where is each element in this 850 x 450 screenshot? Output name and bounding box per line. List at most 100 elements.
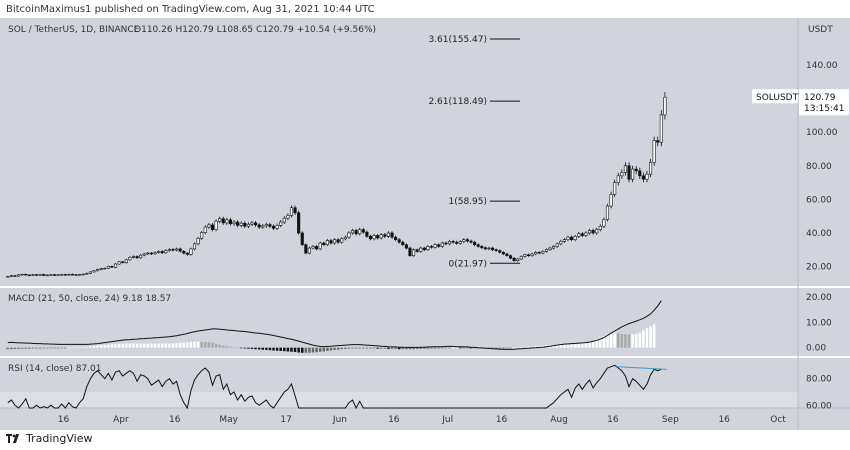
candle[interactable]	[483, 247, 487, 250]
candle[interactable]	[135, 256, 139, 259]
candle[interactable]	[315, 246, 319, 250]
candle[interactable]	[189, 248, 193, 255]
candle[interactable]	[336, 239, 340, 243]
candle[interactable]	[519, 256, 523, 260]
candle[interactable]	[555, 243, 559, 247]
candle[interactable]	[289, 207, 294, 216]
candle[interactable]	[537, 251, 541, 254]
candle[interactable]	[638, 170, 642, 177]
candle[interactable]	[343, 236, 347, 240]
candle[interactable]	[160, 251, 164, 254]
candle[interactable]	[85, 272, 89, 275]
candle[interactable]	[429, 246, 434, 248]
candle[interactable]	[297, 212, 301, 234]
candle[interactable]	[645, 173, 649, 180]
candle[interactable]	[372, 235, 376, 240]
candle[interactable]	[113, 263, 118, 268]
candle[interactable]	[354, 230, 358, 235]
price-pane[interactable]	[0, 18, 798, 286]
candle[interactable]	[325, 240, 329, 246]
candle[interactable]	[254, 222, 258, 226]
candle[interactable]	[203, 226, 207, 233]
candle[interactable]	[562, 239, 566, 242]
candle[interactable]	[487, 247, 491, 250]
candle[interactable]	[38, 274, 42, 276]
candle[interactable]	[595, 229, 599, 234]
candle[interactable]	[192, 243, 197, 250]
time-axis-pane[interactable]	[0, 408, 798, 430]
candle[interactable]	[570, 236, 574, 240]
candle[interactable]	[243, 222, 247, 227]
candle[interactable]	[505, 253, 509, 256]
candle[interactable]	[96, 269, 100, 272]
candle[interactable]	[103, 267, 107, 270]
candle[interactable]	[541, 251, 545, 254]
candle[interactable]	[526, 254, 531, 256]
candle[interactable]	[415, 249, 419, 252]
candle[interactable]	[78, 274, 82, 276]
candle[interactable]	[124, 259, 128, 263]
candle[interactable]	[634, 168, 638, 172]
candle[interactable]	[207, 224, 211, 228]
candle[interactable]	[214, 220, 218, 230]
candle[interactable]	[494, 249, 498, 251]
candle[interactable]	[264, 224, 268, 227]
candle[interactable]	[45, 274, 49, 277]
candle[interactable]	[340, 238, 344, 243]
candle[interactable]	[605, 205, 610, 220]
candle[interactable]	[250, 222, 254, 225]
candle[interactable]	[261, 225, 265, 228]
candle[interactable]	[279, 221, 283, 226]
candle[interactable]	[329, 240, 333, 244]
candle[interactable]	[613, 182, 617, 195]
candle[interactable]	[81, 273, 85, 276]
candle[interactable]	[88, 271, 92, 274]
candle[interactable]	[24, 273, 28, 276]
candle[interactable]	[236, 221, 240, 226]
candle[interactable]	[257, 224, 261, 228]
candle[interactable]	[491, 247, 495, 251]
candle[interactable]	[656, 140, 660, 143]
candle[interactable]	[92, 270, 96, 273]
candle[interactable]	[580, 233, 584, 236]
candle[interactable]	[149, 252, 153, 255]
candle[interactable]	[530, 253, 534, 256]
candle[interactable]	[440, 242, 444, 247]
candle[interactable]	[70, 273, 74, 276]
candle[interactable]	[469, 240, 473, 243]
candle[interactable]	[318, 242, 322, 250]
candle[interactable]	[426, 246, 430, 251]
candle[interactable]	[462, 239, 466, 242]
candle[interactable]	[408, 247, 412, 256]
candle[interactable]	[63, 274, 67, 276]
candle[interactable]	[620, 172, 624, 177]
candle[interactable]	[419, 247, 423, 252]
candle[interactable]	[117, 261, 121, 265]
candle[interactable]	[110, 266, 114, 268]
candle[interactable]	[131, 256, 136, 258]
candle[interactable]	[401, 241, 405, 246]
candle[interactable]	[350, 230, 355, 234]
candle[interactable]	[447, 241, 452, 245]
candle[interactable]	[268, 224, 272, 227]
candle[interactable]	[368, 236, 373, 240]
candle[interactable]	[311, 246, 315, 249]
candle[interactable]	[455, 241, 459, 244]
candle[interactable]	[476, 244, 480, 247]
candle[interactable]	[386, 232, 390, 237]
candle[interactable]	[390, 232, 394, 238]
candle[interactable]	[128, 257, 132, 261]
candle[interactable]	[171, 249, 175, 251]
candle[interactable]	[232, 221, 236, 225]
candle[interactable]	[663, 96, 667, 116]
candle[interactable]	[34, 274, 39, 276]
candle[interactable]	[412, 249, 416, 256]
candle[interactable]	[164, 250, 168, 254]
candle[interactable]	[501, 251, 505, 255]
candle[interactable]	[523, 254, 527, 257]
candle[interactable]	[271, 225, 276, 229]
candle[interactable]	[178, 248, 182, 252]
candle[interactable]	[182, 250, 186, 254]
candle[interactable]	[365, 231, 369, 237]
candle[interactable]	[221, 218, 225, 224]
